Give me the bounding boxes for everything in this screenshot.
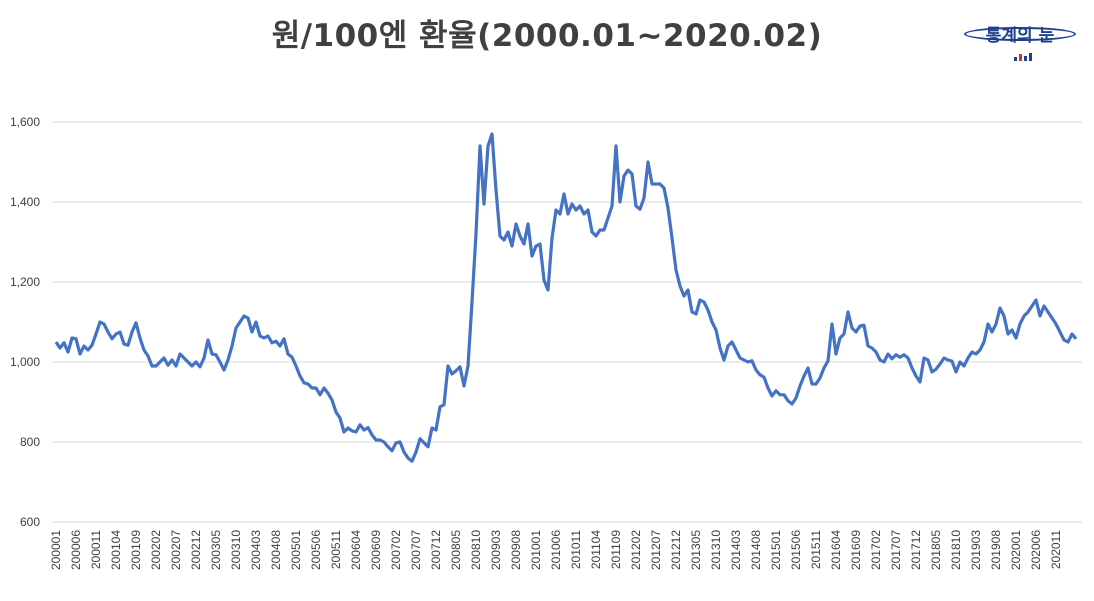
y-tick-label: 1,200: [10, 275, 40, 289]
x-tick-label: 200903: [489, 530, 503, 570]
x-tick-label: 201609: [849, 530, 863, 570]
x-tick-label: 200501: [289, 530, 303, 570]
x-tick-label: 201403: [729, 530, 743, 570]
x-tick-label: 201207: [649, 530, 663, 570]
x-tick-label: 200408: [269, 530, 283, 570]
x-axis: 200001 200006 200011 200104 200109 200202 2002…: [49, 530, 1063, 570]
x-tick-label: 201702: [869, 530, 883, 570]
x-tick-label: 200109: [129, 530, 143, 570]
x-tick-label: 201805: [929, 530, 943, 570]
x-tick-label: 201104: [589, 530, 603, 569]
logo-text: 통계의 눈: [985, 26, 1055, 46]
x-tick-label: 201408: [749, 530, 763, 570]
x-tick-label: 200506: [309, 530, 323, 570]
x-tick-label: 201506: [789, 530, 803, 570]
x-tick-label: 201006: [549, 530, 563, 570]
x-tick-label: 200511: [329, 530, 343, 569]
x-tick-label: 200202: [149, 530, 163, 570]
y-tick-label: 1,000: [10, 355, 40, 369]
x-tick-label: 201001: [529, 530, 543, 570]
x-tick-label: 200212: [189, 530, 203, 570]
y-axis: 600 800 1,000 1,200 1,400 1,600: [10, 115, 40, 529]
x-tick-label: 201202: [629, 530, 643, 570]
x-tick-label: 201908: [989, 530, 1003, 570]
x-tick-label: 201712: [909, 530, 923, 570]
logo: 통계의 눈: [964, 18, 1080, 61]
x-tick-label: 202006: [1029, 530, 1043, 570]
y-tick-label: 1,600: [10, 115, 40, 129]
x-tick-label: 201212: [669, 530, 683, 570]
x-tick-label: 200707: [409, 530, 423, 570]
x-tick-label: 200011: [89, 530, 103, 569]
x-tick-label: 201511: [809, 530, 823, 569]
series-line: [54, 132, 1078, 463]
logo-ring: [964, 27, 1076, 41]
x-tick-label: 200006: [69, 530, 83, 570]
chart-title: 원/100엔 환율(2000.01~2020.02): [271, 18, 823, 54]
x-tick-label: 202001: [1009, 530, 1023, 570]
x-tick-label: 200001: [49, 530, 63, 570]
x-tick-label: 200810: [469, 530, 483, 570]
x-tick-label: 200104: [109, 530, 123, 570]
x-tick-label: 201310: [709, 530, 723, 570]
x-tick-label: 200908: [509, 530, 523, 570]
bar-chart-icon: [1014, 42, 1036, 61]
x-tick-label: 202011: [1049, 530, 1063, 569]
x-tick-label: 200310: [229, 530, 243, 570]
x-tick-label: 201903: [969, 530, 983, 570]
y-tick-label: 1,400: [10, 195, 40, 209]
grid-lines: [52, 121, 1082, 523]
x-tick-label: 200712: [429, 530, 443, 570]
x-tick-label: 201305: [689, 530, 703, 570]
x-tick-label: 201707: [889, 530, 903, 570]
x-tick-label: 200305: [209, 530, 223, 570]
x-tick-label: 200604: [349, 530, 363, 570]
x-tick-label: 200805: [449, 530, 463, 570]
x-tick-label: 201501: [769, 530, 783, 570]
x-tick-label: 200207: [169, 530, 183, 570]
y-tick-label: 800: [20, 435, 40, 449]
x-tick-label: 201604: [829, 530, 843, 570]
x-tick-label: 201810: [949, 530, 963, 570]
y-tick-label: 600: [20, 515, 40, 529]
x-tick-label: 201011: [569, 530, 583, 569]
x-tick-label: 200403: [249, 530, 263, 570]
x-tick-label: 200702: [389, 530, 403, 570]
x-tick-label: 200609: [369, 530, 383, 570]
x-tick-label: 201109: [609, 530, 623, 569]
